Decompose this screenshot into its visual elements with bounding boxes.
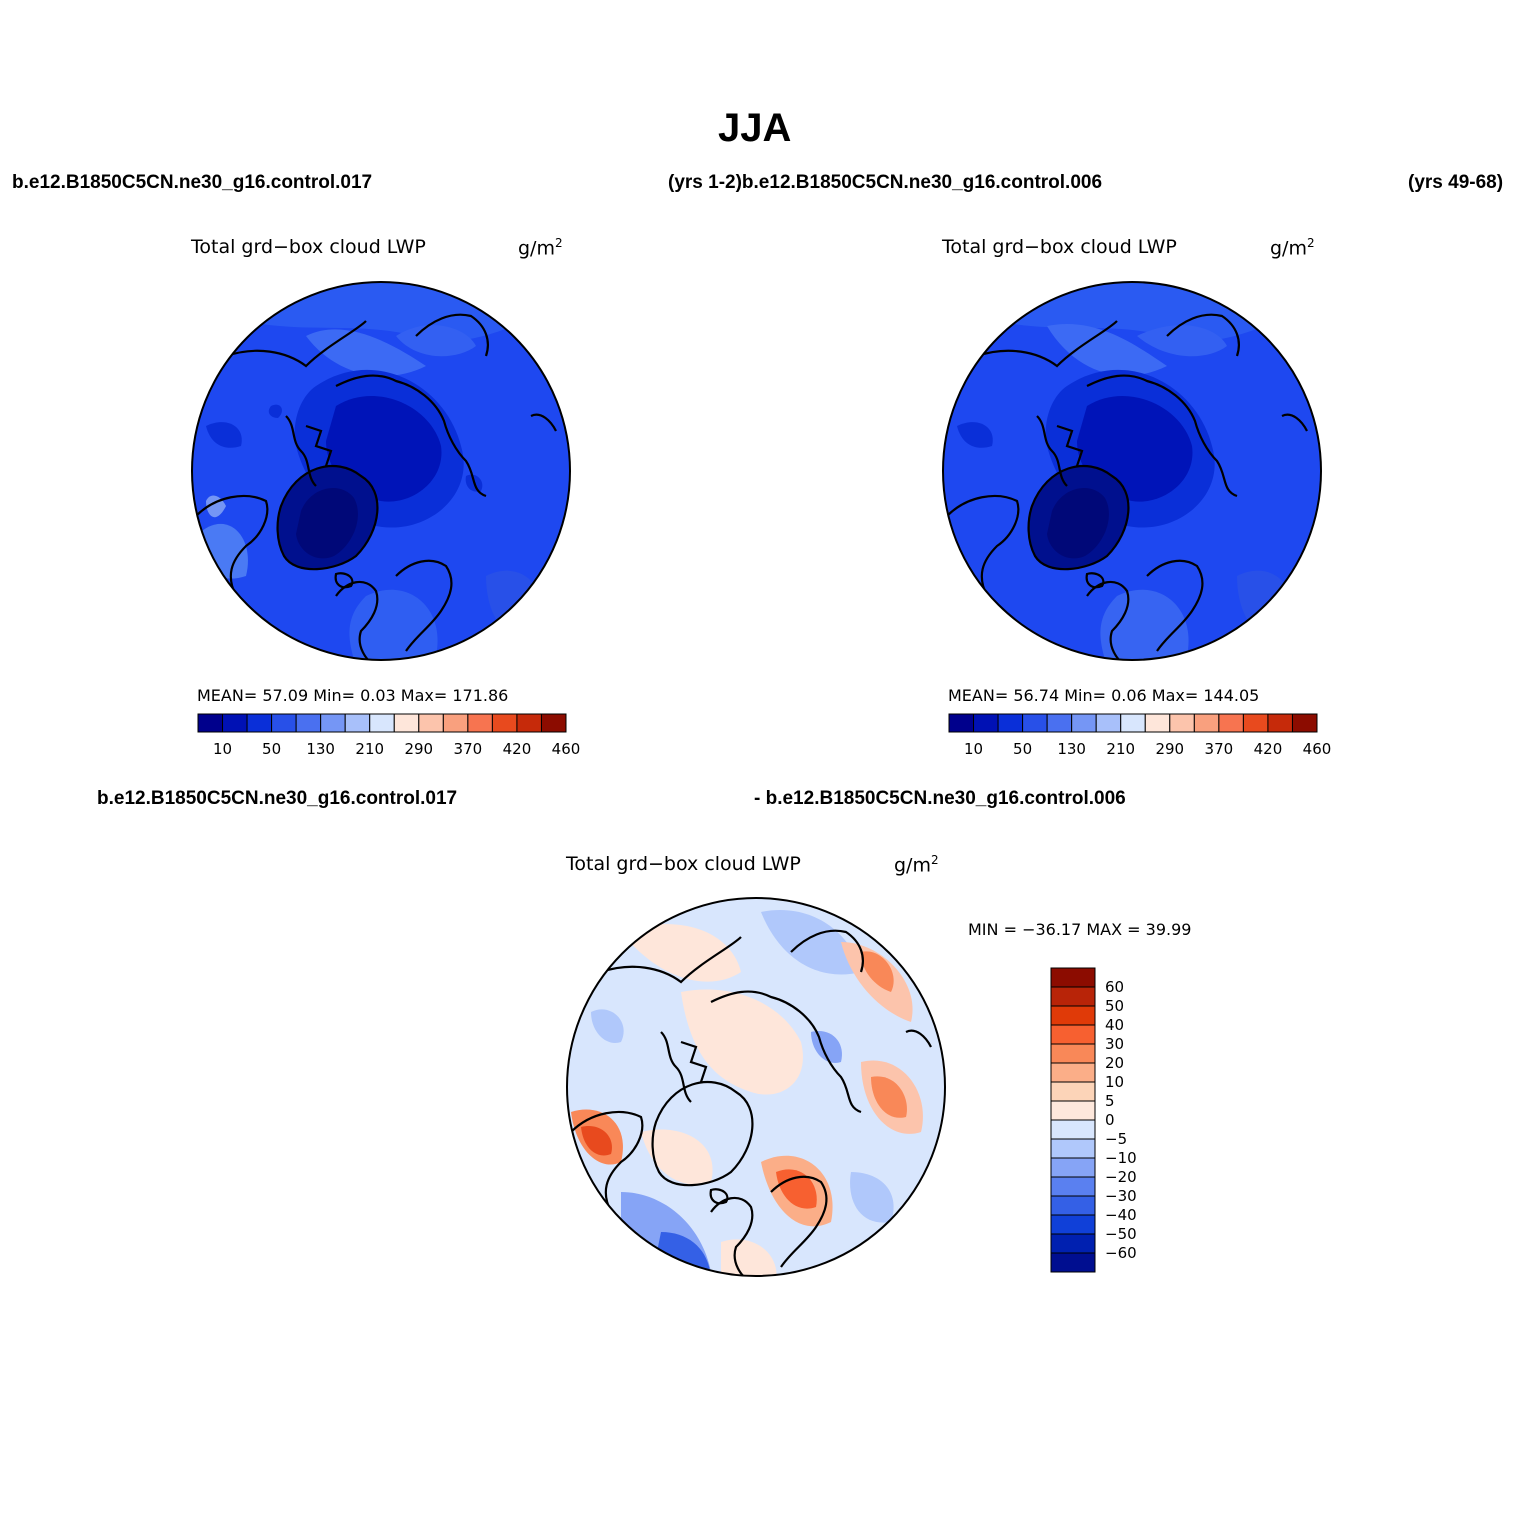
colorbar-swatch	[948, 713, 975, 733]
colorbar-tick-label: −40	[1105, 1206, 1137, 1224]
colorbar-tick-label: 370	[454, 740, 483, 758]
colorbar-swatch	[467, 713, 493, 733]
colorbar-swatch	[344, 713, 371, 733]
colorbar-swatch	[1267, 713, 1293, 733]
colorbar-swatch	[973, 713, 999, 733]
polar-map-difference	[566, 897, 946, 1277]
colorbar-swatch	[1242, 713, 1269, 733]
colorbar-swatch	[1193, 713, 1220, 733]
colorbar-swatch	[1050, 1043, 1096, 1064]
colorbar-swatch	[271, 713, 297, 733]
colorbar-tick-label: 0	[1105, 1111, 1115, 1129]
colorbar-tick-label: 50	[262, 740, 281, 758]
panel2-stats: MEAN= 56.74 Min= 0.06 Max= 144.05	[948, 686, 1260, 705]
panel1-variable-title: Total grd−box cloud LWP	[191, 236, 426, 258]
colorbar-tick-label: 40	[1105, 1016, 1124, 1034]
colorbar-swatch	[1046, 713, 1073, 733]
panel3-units: g/m2	[894, 853, 939, 877]
colorbar-swatch	[418, 713, 444, 733]
colorbar-tick-label: 370	[1205, 740, 1234, 758]
colorbar-swatch	[1050, 1176, 1096, 1197]
colorbar-swatch	[1050, 1024, 1096, 1045]
polar-map-control-017	[191, 281, 571, 661]
colorbar-swatch	[1050, 1119, 1096, 1140]
colorbar-tick-label: −10	[1105, 1149, 1137, 1167]
colorbar-swatch	[442, 713, 469, 733]
colorbar-swatch	[1050, 986, 1096, 1007]
colorbar-tick-label: 10	[213, 740, 232, 758]
colorbar-tick-label: 420	[1254, 740, 1283, 758]
colorbar-swatch	[320, 713, 346, 733]
colorbar-tick-label: 50	[1105, 997, 1124, 1015]
panel2-variable-title: Total grd−box cloud LWP	[942, 236, 1177, 258]
colorbar-swatch	[1050, 1157, 1096, 1178]
colorbar-swatch	[222, 713, 248, 733]
colorbar-tick-label: 460	[552, 740, 581, 758]
case-label-top-right: (yrs 49-68)	[1408, 172, 1504, 193]
colorbar-swatch	[1050, 1233, 1096, 1254]
colorbar-swatch	[393, 713, 420, 733]
colorbar-tick-label: −30	[1105, 1187, 1137, 1205]
case-label-top-middle: (yrs 1-2)b.e12.B1850C5CN.ne30_g16.contro…	[668, 172, 1103, 193]
colorbar-tick-label: −5	[1105, 1130, 1127, 1148]
colorbar-tick-label: 210	[355, 740, 384, 758]
colorbar-swatch	[1022, 713, 1048, 733]
colorbar-swatch	[1050, 1062, 1096, 1083]
colorbar-swatch	[1169, 713, 1195, 733]
panel2-units: g/m2	[1270, 236, 1315, 260]
colorbar-swatch	[491, 713, 518, 733]
colorbar-tick-label: 50	[1013, 740, 1032, 758]
colorbar-tick-label: 290	[1155, 740, 1184, 758]
colorbar-swatch	[1050, 967, 1096, 988]
colorbar-tick-label: 20	[1105, 1054, 1124, 1072]
colorbar-swatch	[1050, 1252, 1096, 1273]
main-title: JJA	[718, 106, 792, 150]
panel3-variable-title: Total grd−box cloud LWP	[566, 853, 801, 875]
colorbar-tick-label: 130	[306, 740, 335, 758]
colorbar-tick-label: −60	[1105, 1244, 1137, 1262]
colorbar-tick-label: 290	[404, 740, 433, 758]
panel3-minmax: MIN = −36.17 MAX = 39.99	[968, 920, 1192, 939]
colorbar-tick-label: 10	[964, 740, 983, 758]
colorbar-tick-label: 60	[1105, 978, 1124, 996]
colorbar-tick-label: 420	[503, 740, 532, 758]
colorbar-swatch	[1050, 1138, 1096, 1159]
colorbar-swatch	[1050, 1195, 1096, 1216]
colorbar-swatch	[1144, 713, 1171, 733]
polar-map-control-006	[942, 281, 1322, 661]
colorbar-swatch	[1218, 713, 1244, 733]
colorbar-swatch	[295, 713, 322, 733]
colorbar-tick-label: −20	[1105, 1168, 1137, 1186]
colorbar-swatch	[197, 713, 224, 733]
colorbar-swatch	[540, 713, 567, 733]
panel1-stats: MEAN= 57.09 Min= 0.03 Max= 171.86	[197, 686, 509, 705]
colorbar-swatch	[369, 713, 395, 733]
colorbar-swatch	[1050, 1100, 1096, 1121]
case-label-diff-left: b.e12.B1850C5CN.ne30_g16.control.017	[97, 788, 458, 809]
colorbar-tick-label: 210	[1106, 740, 1135, 758]
colorbar-swatch	[516, 713, 542, 733]
colorbar-swatch	[246, 713, 273, 733]
colorbar-swatch	[1291, 713, 1318, 733]
case-label-diff-right: - b.e12.B1850C5CN.ne30_g16.control.006	[754, 788, 1126, 809]
colorbar-panel2: 10 50 130 210 290 370 420 460	[948, 713, 1331, 758]
colorbar-swatch	[1050, 1081, 1096, 1102]
colorbar-swatch	[1095, 713, 1122, 733]
panel1-units: g/m2	[518, 236, 563, 260]
colorbar-tick-label: 10	[1105, 1073, 1124, 1091]
colorbar-swatch	[997, 713, 1024, 733]
case-label-top-left: b.e12.B1850C5CN.ne30_g16.control.017	[12, 172, 373, 193]
colorbar-tick-label: 460	[1303, 740, 1332, 758]
colorbar-tick-label: −50	[1105, 1225, 1137, 1243]
colorbar-swatch	[1050, 1214, 1096, 1235]
colorbar-tick-label: 5	[1105, 1092, 1115, 1110]
colorbar-panel1: 10 50 130 210 290 370 420 460	[197, 713, 580, 758]
colorbar-swatch	[1071, 713, 1097, 733]
colorbar-swatch	[1120, 713, 1146, 733]
colorbar-tick-label: 130	[1057, 740, 1086, 758]
colorbar-swatch	[1050, 1005, 1096, 1026]
colorbar-tick-label: 30	[1105, 1035, 1124, 1053]
